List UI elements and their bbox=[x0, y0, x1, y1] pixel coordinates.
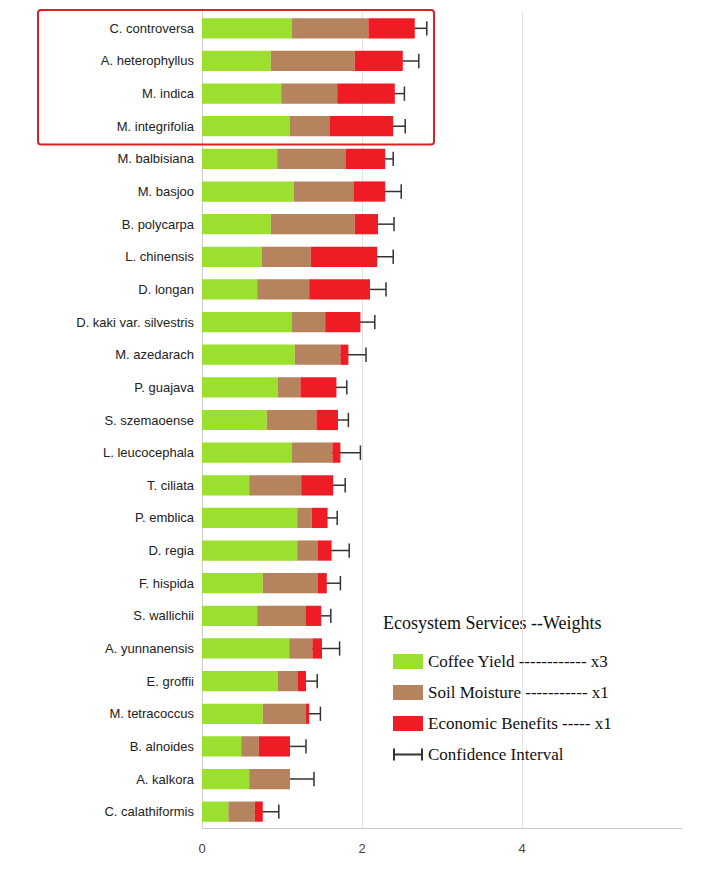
svg-text:M. balbisiana: M. balbisiana bbox=[117, 151, 194, 166]
svg-text:2: 2 bbox=[358, 841, 365, 856]
svg-text:Confidence Interval: Confidence Interval bbox=[428, 745, 564, 764]
svg-text:A. kalkora: A. kalkora bbox=[136, 772, 195, 787]
svg-text:C. calathiformis: C. calathiformis bbox=[104, 804, 194, 819]
svg-text:Ecosystem Services --Weights: Ecosystem Services --Weights bbox=[383, 613, 602, 633]
svg-text:M. integrifolia: M. integrifolia bbox=[117, 119, 195, 134]
svg-text:M. azedarach: M. azedarach bbox=[115, 347, 194, 362]
svg-text:C. controversa: C. controversa bbox=[109, 21, 194, 36]
svg-text:P. emblica: P. emblica bbox=[135, 510, 195, 525]
svg-text:F. hispida: F. hispida bbox=[139, 576, 195, 591]
svg-text:4: 4 bbox=[518, 841, 525, 856]
svg-text:B. alnoides: B. alnoides bbox=[130, 739, 195, 754]
svg-text:Economic Benefits ----- x1: Economic Benefits ----- x1 bbox=[428, 714, 612, 733]
svg-text:T. ciliata: T. ciliata bbox=[147, 478, 195, 493]
svg-text:0: 0 bbox=[198, 841, 205, 856]
svg-text:M. tetracoccus: M. tetracoccus bbox=[109, 706, 194, 721]
svg-text:A. heterophyllus: A. heterophyllus bbox=[101, 53, 195, 68]
svg-text:L. leucocephala: L. leucocephala bbox=[103, 445, 195, 460]
svg-text:A. yunnanensis: A. yunnanensis bbox=[105, 641, 194, 656]
svg-text:S. wallichii: S. wallichii bbox=[133, 608, 194, 623]
svg-text:M. indica: M. indica bbox=[142, 86, 195, 101]
svg-text:B. polycarpa: B. polycarpa bbox=[122, 217, 195, 232]
svg-text:Soil Moisture ----------- x1: Soil Moisture ----------- x1 bbox=[428, 683, 609, 702]
svg-text:E. groffii: E. groffii bbox=[147, 674, 195, 689]
svg-text:P. guajava: P. guajava bbox=[134, 380, 195, 395]
svg-text:L. chinensis: L. chinensis bbox=[125, 249, 194, 264]
svg-text:M. basjoo: M. basjoo bbox=[138, 184, 194, 199]
svg-text:D. regia: D. regia bbox=[148, 543, 194, 558]
svg-text:D. kaki var. silvestris: D. kaki var. silvestris bbox=[76, 315, 194, 330]
svg-text:Coffee Yield ------------ x3: Coffee Yield ------------ x3 bbox=[428, 652, 608, 671]
svg-text:S. szemaoense: S. szemaoense bbox=[104, 413, 194, 428]
svg-text:D. longan: D. longan bbox=[138, 282, 194, 297]
